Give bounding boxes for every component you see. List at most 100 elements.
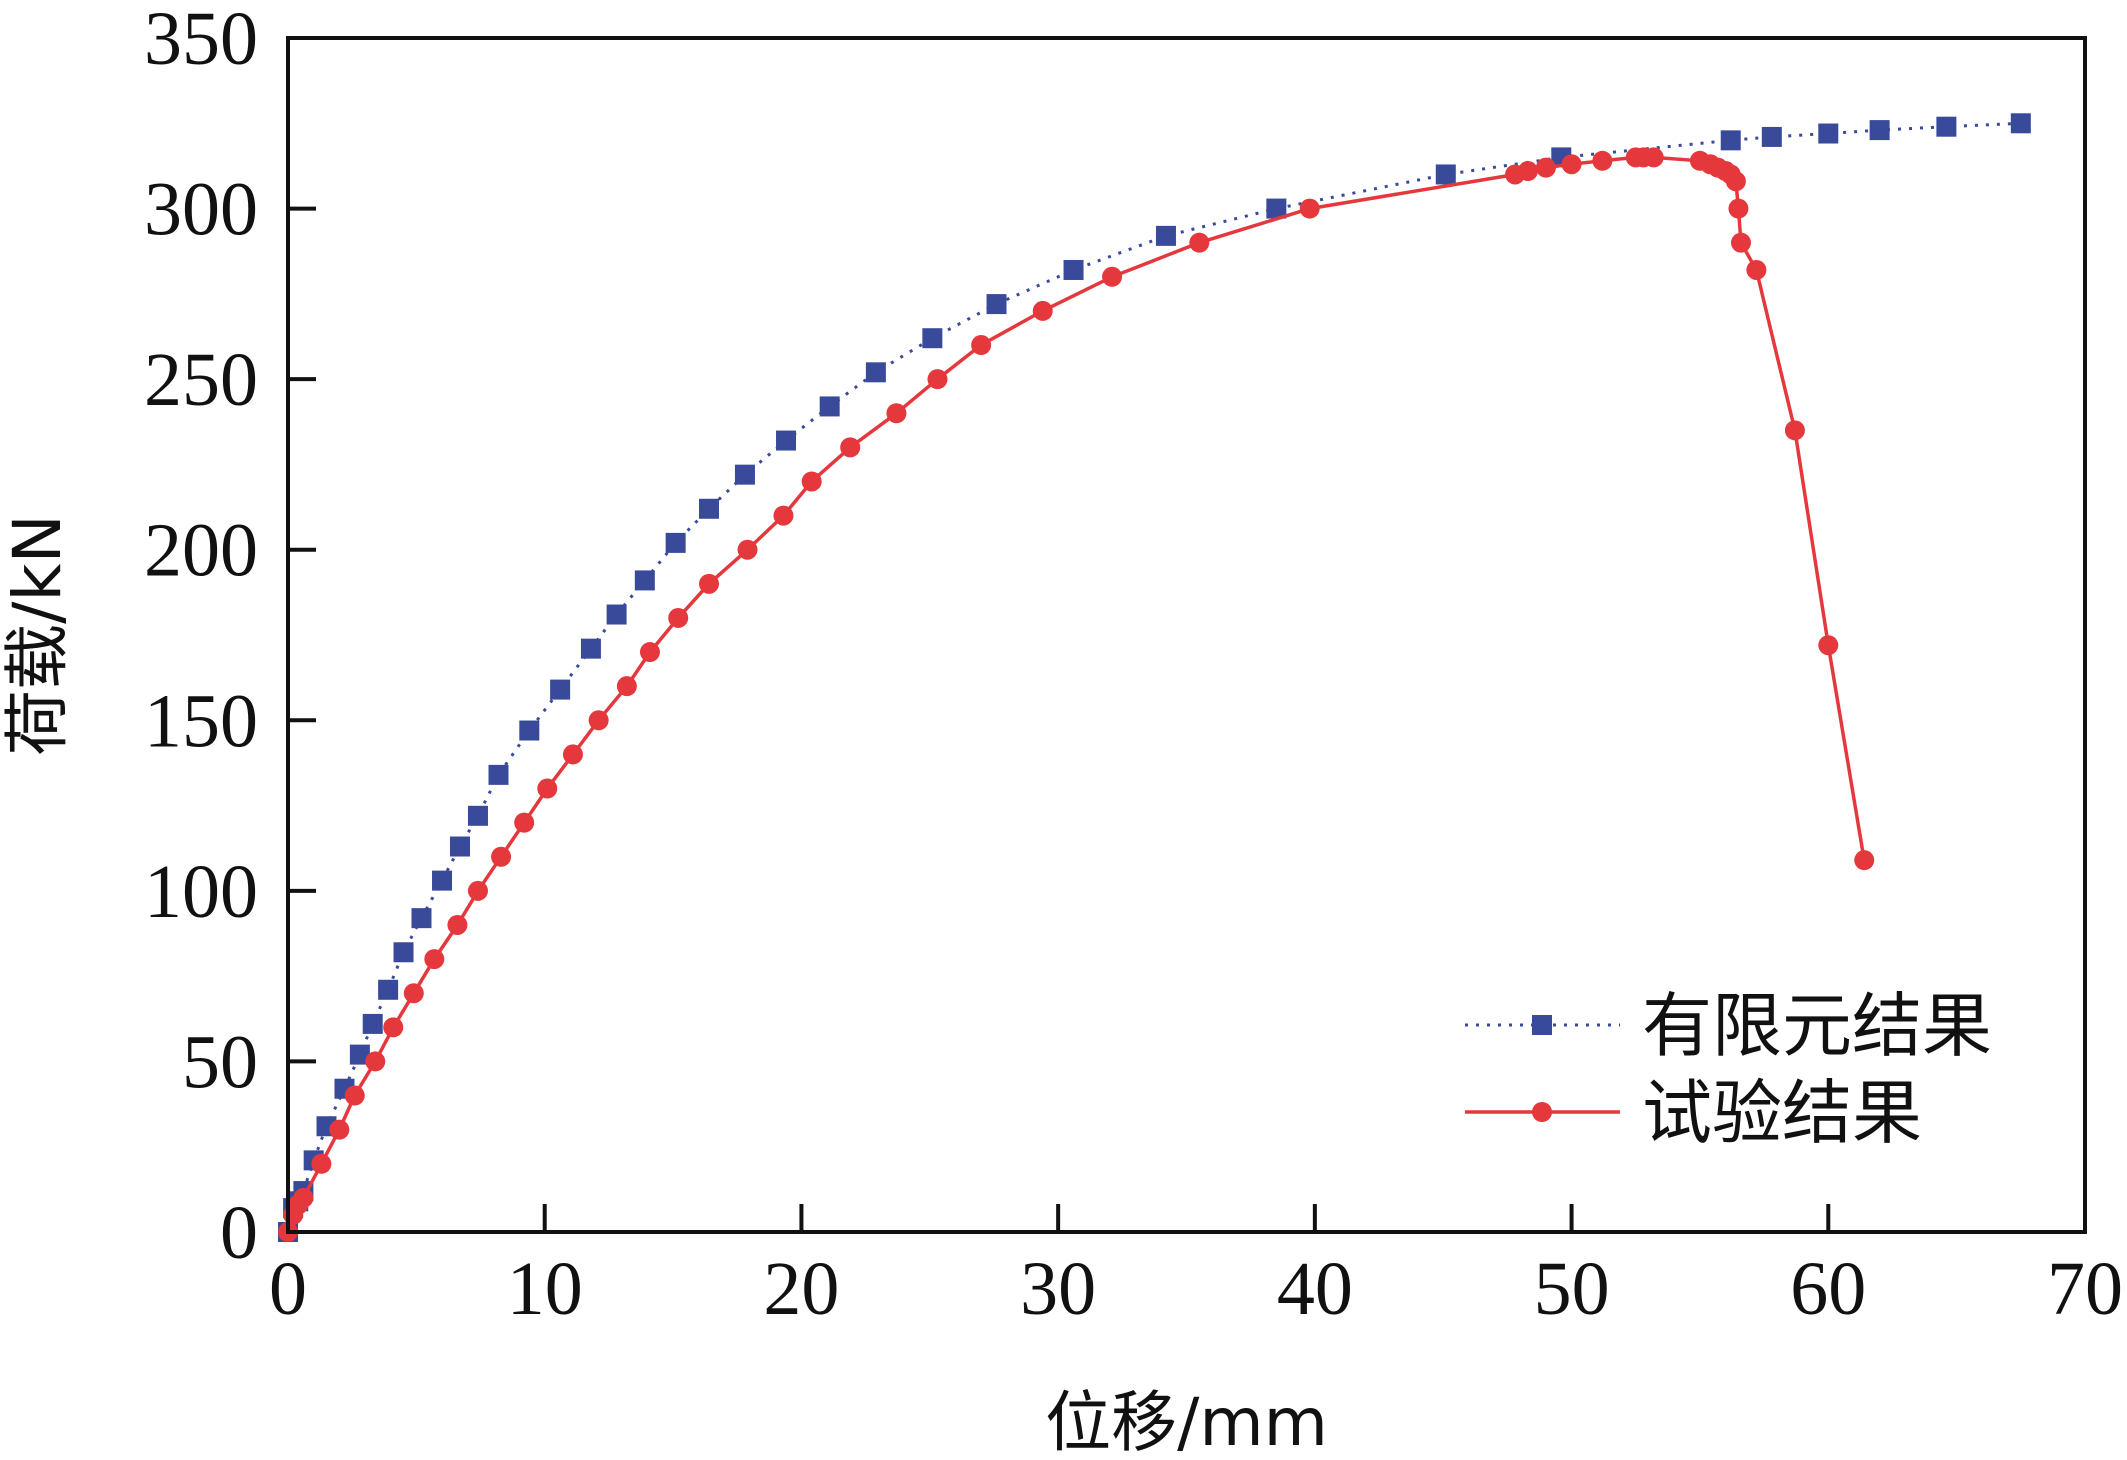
data-point <box>639 642 660 663</box>
data-point <box>971 335 992 356</box>
data-point <box>1155 225 1176 246</box>
data-point <box>1725 171 1746 192</box>
data-point <box>606 604 627 625</box>
legend-swatch-fem <box>1465 1015 1620 1035</box>
data-point <box>467 880 488 901</box>
data-point <box>1746 259 1767 280</box>
data-point <box>1435 164 1456 185</box>
data-point <box>537 778 558 799</box>
data-point <box>1189 232 1210 253</box>
data-point <box>550 679 571 700</box>
data-point <box>668 607 689 628</box>
data-point <box>634 570 655 591</box>
x-tick-label: 40 <box>1277 1247 1353 1331</box>
y-tick-label: 50 <box>182 1020 258 1104</box>
data-point <box>1731 232 1752 253</box>
y-tick-label: 300 <box>144 168 258 252</box>
data-point <box>1936 116 1957 137</box>
y-axis-title: 荷载/kN <box>0 514 76 756</box>
data-point <box>1720 130 1741 151</box>
data-point <box>922 328 943 349</box>
data-point <box>562 744 583 765</box>
data-point <box>886 403 907 424</box>
x-tick-label: 50 <box>1534 1247 1610 1331</box>
data-point <box>1517 161 1538 182</box>
data-point <box>1818 635 1839 656</box>
series-line <box>286 155 1866 1233</box>
legend-marker <box>1532 1015 1552 1035</box>
data-point <box>1643 147 1664 168</box>
data-point <box>1063 259 1084 280</box>
legend-swatch-test <box>1465 1102 1620 1122</box>
x-tick-label: 20 <box>763 1247 839 1331</box>
x-tick-label: 0 <box>269 1247 307 1331</box>
data-point <box>403 983 424 1004</box>
data-point <box>737 539 758 560</box>
x-tick-label: 60 <box>1790 1247 1866 1331</box>
x-tick-label: 70 <box>2047 1247 2123 1331</box>
data-point <box>1818 123 1839 144</box>
data-point <box>514 812 535 833</box>
data-point <box>365 1051 386 1072</box>
y-tick-label: 0 <box>220 1191 258 1275</box>
series-line <box>286 121 2021 1233</box>
data-point <box>865 362 886 383</box>
series-layer <box>278 113 2031 1242</box>
x-tick-label: 10 <box>507 1247 583 1331</box>
data-point <box>383 1017 404 1038</box>
data-point <box>665 532 686 553</box>
y-tick-label: 250 <box>144 338 258 422</box>
data-point <box>424 949 445 970</box>
data-point <box>588 710 609 731</box>
data-point <box>2010 113 2031 134</box>
y-tick-label: 100 <box>144 850 258 934</box>
data-point <box>344 1085 365 1106</box>
data-point <box>801 471 822 492</box>
legend-label-fem: 有限元结果 <box>1642 985 1992 1067</box>
legend-label-test: 试验结果 <box>1642 1072 1922 1154</box>
data-point <box>1561 154 1582 175</box>
data-point <box>1728 198 1749 219</box>
data-point <box>488 764 509 785</box>
data-point <box>432 870 453 891</box>
data-point <box>616 676 637 697</box>
data-point <box>699 498 720 519</box>
y-tick-label: 350 <box>144 0 258 81</box>
data-point <box>927 369 948 390</box>
data-point <box>699 573 720 594</box>
data-point <box>1869 120 1890 141</box>
x-axis-title: 位移/mm <box>1045 1384 1328 1460</box>
tick-layer: 0 10 20 30 40 50 60 70 0 50 100 150 200 250 300 350 <box>144 0 2123 1331</box>
legend-marker <box>1532 1102 1552 1122</box>
y-tick-label: 200 <box>144 509 258 593</box>
data-point <box>329 1119 350 1140</box>
data-point <box>393 942 414 963</box>
data-point <box>1535 157 1556 178</box>
data-point <box>349 1044 370 1065</box>
data-point <box>362 1013 383 1034</box>
data-point <box>776 430 797 451</box>
data-point <box>411 908 432 929</box>
data-point <box>1102 266 1123 287</box>
data-point <box>378 979 399 1000</box>
data-point <box>519 720 540 741</box>
x-tick-label: 30 <box>1020 1247 1096 1331</box>
data-point <box>311 1153 332 1174</box>
data-point <box>1854 850 1875 871</box>
data-point <box>449 836 470 857</box>
legend: 有限元结果 试验结果 <box>1465 985 1992 1154</box>
data-point <box>1266 198 1287 219</box>
data-point <box>734 464 755 485</box>
y-tick-label: 150 <box>144 679 258 763</box>
data-point <box>840 437 861 458</box>
data-point <box>491 846 512 867</box>
data-point <box>293 1187 314 1208</box>
data-point <box>580 638 601 659</box>
series-1 <box>278 147 1875 1242</box>
data-point <box>1784 420 1805 441</box>
data-point <box>467 805 488 826</box>
data-point <box>1299 198 1320 219</box>
data-point <box>1761 126 1782 147</box>
